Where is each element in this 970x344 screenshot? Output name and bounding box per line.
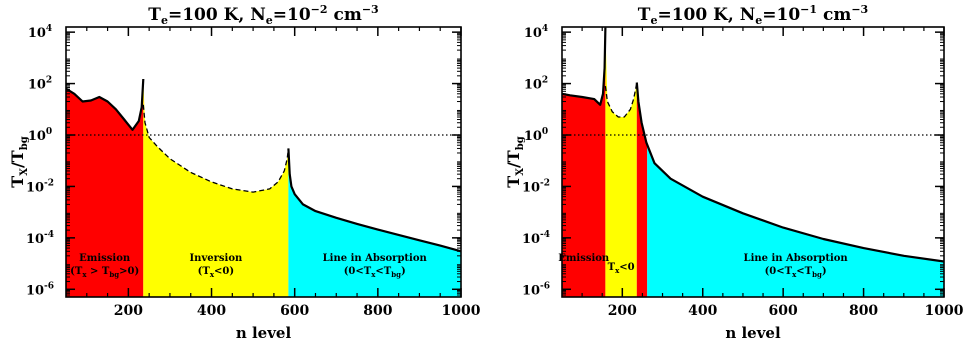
y-tick-label: 102 [524,76,548,93]
series-line-3 [287,148,462,253]
region-2 [143,79,289,297]
y-tick-label: 100 [524,127,548,144]
x-axis-label: n level [236,324,292,342]
y-tick-label: 10-6 [522,281,550,298]
region-1 [562,27,606,297]
y-tick-label: 102 [28,76,52,93]
y-tick-label: 10-2 [522,178,550,195]
y-tick-label: 10-4 [522,230,550,247]
x-tick-label: 400 [688,303,717,319]
region-label: Emission [558,253,610,264]
series-line-2 [142,104,290,193]
region-label: Emission [79,253,131,264]
y-axis-label: TX/Tbg [8,136,30,187]
region-sublabel: (0<Tx<Tbg) [765,266,827,279]
region-label: Line in Absorption [323,253,428,264]
x-tick-label: 1000 [442,303,481,319]
x-tick-label: 600 [280,303,309,319]
x-tick-label: 800 [849,303,878,319]
series-line-1 [561,27,607,106]
y-tick-label: 104 [524,24,548,41]
region-3 [636,82,648,297]
x-tick-label: 800 [363,303,392,319]
chart-panel-2: 200 400 600 800 1000 10-6 10-4 10-2 100 102 104 Te=… [504,3,964,342]
y-axis-label: TX/Tbg [504,136,526,187]
chart-title: Te=100 K, Ne=10−2 cm−3 [148,3,378,27]
region-1 [66,79,144,297]
series-line-1 [65,78,145,131]
series-line-2 [604,82,638,118]
x-tick-label: 200 [114,303,143,319]
region-label: Inversion [190,253,243,264]
series-line-3 [635,82,945,263]
region-2 [605,27,637,297]
x-tick-label: 1000 [925,303,964,319]
y-tick-label: 100 [28,127,52,144]
region-sublabel: Tx<0 [608,262,635,275]
region-4 [647,144,944,297]
region-sublabel: (Tx > Tbg>0) [70,266,139,279]
x-tick-label: 600 [769,303,798,319]
region-3 [288,148,461,297]
chart-panel-1: 200 400 600 800 1000 10-6 10-4 10-2 100 102 104 Te=… [8,3,481,342]
y-tick-label: 104 [28,24,52,41]
region-sublabel: (0<Tx<Tbg) [344,266,406,279]
x-tick-label: 400 [197,303,226,319]
chart-title: Te=100 K, Ne=10−1 cm−3 [638,3,868,27]
y-tick-label: 10-4 [26,230,54,247]
x-tick-label: 200 [608,303,637,319]
region-sublabel: (Tx<0) [198,266,234,279]
y-tick-label: 10-6 [26,281,54,298]
y-tick-label: 10-2 [26,178,54,195]
region-label: Line in Absorption [744,253,849,264]
x-axis-label: n level [725,324,781,342]
